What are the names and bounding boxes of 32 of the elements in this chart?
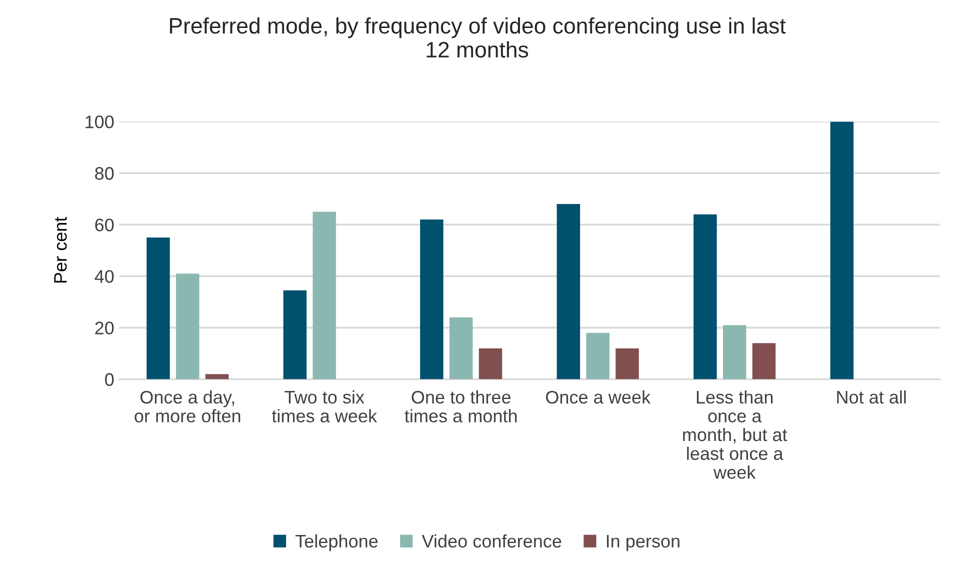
bar <box>176 274 200 380</box>
bar <box>752 343 776 380</box>
bar <box>694 214 717 380</box>
bar <box>616 348 639 380</box>
x-tick-label: Two to six times a week <box>272 390 378 422</box>
bar <box>830 122 854 380</box>
bar <box>205 374 229 380</box>
bar <box>449 317 473 380</box>
bar <box>586 332 610 380</box>
bar <box>283 290 307 380</box>
bar <box>420 220 444 380</box>
y-tick-label: 60 <box>95 218 114 232</box>
x-tick-label: Once a week <box>546 390 651 404</box>
bar <box>556 204 580 380</box>
y-tick-label: 80 <box>95 167 114 180</box>
bar <box>312 212 336 380</box>
y-tick-label: 40 <box>94 270 114 283</box>
x-tick-label: Once a day, or more often <box>134 390 240 422</box>
x-tick-label: Not at all <box>837 390 906 404</box>
y-axis-title: Per cent <box>54 216 67 283</box>
y-tick-label: 20 <box>95 322 114 334</box>
bar <box>146 238 170 380</box>
legend-label: In person <box>606 535 680 552</box>
y-tick-label: 100 <box>86 116 114 128</box>
x-tick-label: Less than once a month, but at least once a week <box>683 390 788 479</box>
bar <box>478 348 502 380</box>
legend-label: Video conference <box>422 534 562 548</box>
chart-title: Preferred mode, by frequency of video conferencing use in last 12 months <box>170 17 786 58</box>
legend-label: Telephone <box>296 534 378 552</box>
x-tick-label: One to three times a month <box>404 390 517 422</box>
bar <box>722 325 746 380</box>
y-tick-label: 0 <box>105 373 114 386</box>
